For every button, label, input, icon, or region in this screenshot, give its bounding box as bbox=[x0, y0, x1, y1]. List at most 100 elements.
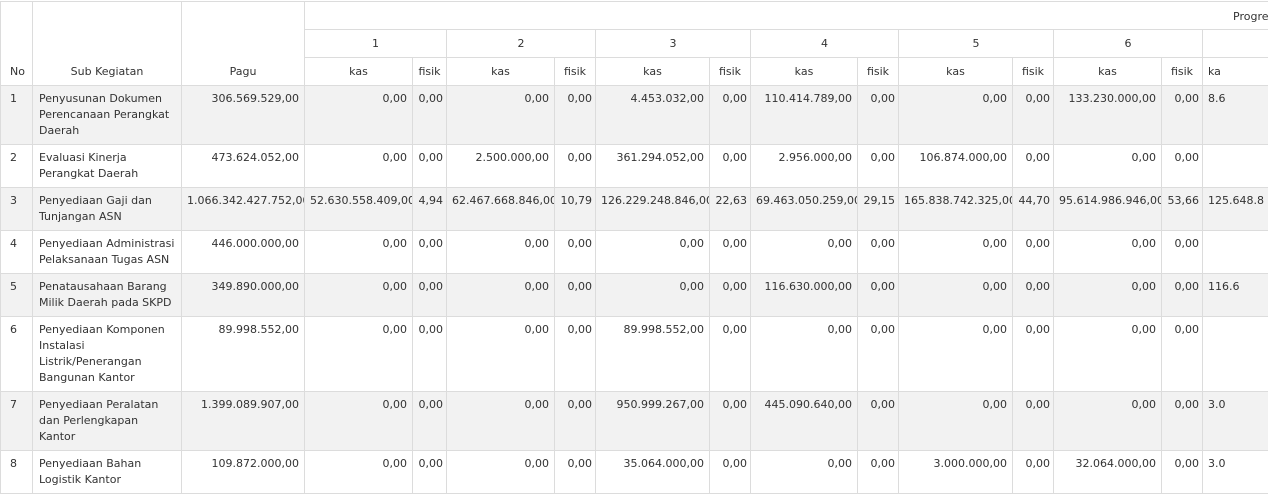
month-header-partial bbox=[1201, 29, 1268, 58]
fisik-cell: 0,00 bbox=[554, 391, 596, 451]
fisik-cell: 22,63 bbox=[709, 187, 751, 231]
fisik-header: fisik bbox=[1161, 57, 1203, 86]
kas-cell: 0,00 bbox=[1053, 391, 1162, 451]
pagu-cell: 89.998.552,00 bbox=[181, 316, 305, 392]
kas-cell: 950.999.267,00 bbox=[595, 391, 710, 451]
fisik-cell: 0,00 bbox=[709, 230, 751, 274]
fisik-cell: 0,00 bbox=[857, 144, 899, 188]
kas-header: kas bbox=[750, 57, 858, 86]
fisik-cell: 0,00 bbox=[1012, 316, 1054, 392]
fisik-cell: 0,00 bbox=[1161, 85, 1203, 145]
kas-cell: 0,00 bbox=[1053, 273, 1162, 317]
kas-cell: 0,00 bbox=[595, 273, 710, 317]
kas-cell: 2.500.000,00 bbox=[446, 144, 555, 188]
sub-kegiatan-cell: Penyediaan Bahan Logistik Kantor bbox=[32, 450, 182, 494]
table-row: 7 Penyediaan Peralatan dan Perlengkapan … bbox=[0, 391, 1268, 451]
kas-header: kas bbox=[446, 57, 555, 86]
pagu-cell: 473.624.052,00 bbox=[181, 144, 305, 188]
kas-cell: 0,00 bbox=[446, 273, 555, 317]
fisik-header: fisik bbox=[554, 57, 596, 86]
month-header: 1 bbox=[304, 29, 447, 58]
kas-cell: 0,00 bbox=[1053, 230, 1162, 274]
table-row: 8 Penyediaan Bahan Logistik Kantor 109.8… bbox=[0, 450, 1268, 494]
row-number: 2 bbox=[0, 144, 33, 188]
kas-header: kas bbox=[595, 57, 710, 86]
fisik-cell: 0,00 bbox=[1161, 273, 1203, 317]
sub-kegiatan-cell: Penyediaan Komponen Instalasi Listrik/Pe… bbox=[32, 316, 182, 392]
kas-cell: 110.414.789,00 bbox=[750, 85, 858, 145]
table-row: 1 Penyusunan Dokumen Perencanaan Perangk… bbox=[0, 85, 1268, 145]
pagu-cell: 349.890.000,00 bbox=[181, 273, 305, 317]
fisik-cell: 0,00 bbox=[554, 273, 596, 317]
kas-cell-partial: 3.0 bbox=[1201, 450, 1268, 494]
kas-cell-partial bbox=[1201, 316, 1268, 392]
kas-cell: 2.956.000,00 bbox=[750, 144, 858, 188]
col-header-sub-kegiatan: Sub Kegiatan bbox=[32, 1, 182, 86]
kas-cell: 0,00 bbox=[898, 316, 1013, 392]
kas-cell: 52.630.558.409,00 bbox=[304, 187, 413, 231]
kas-cell: 0,00 bbox=[304, 144, 413, 188]
pagu-cell: 306.569.529,00 bbox=[181, 85, 305, 145]
fisik-cell: 0,00 bbox=[554, 144, 596, 188]
kas-cell: 3.000.000,00 bbox=[898, 450, 1013, 494]
fisik-cell: 0,00 bbox=[1012, 391, 1054, 451]
kas-cell: 0,00 bbox=[304, 85, 413, 145]
fisik-header: fisik bbox=[857, 57, 899, 86]
kas-cell-partial: 125.648.8 bbox=[1201, 187, 1268, 231]
fisik-header: fisik bbox=[709, 57, 751, 86]
kas-header: kas bbox=[1053, 57, 1162, 86]
kas-cell: 0,00 bbox=[1053, 316, 1162, 392]
kas-cell: 0,00 bbox=[446, 230, 555, 274]
fisik-cell: 0,00 bbox=[709, 144, 751, 188]
kas-cell: 0,00 bbox=[898, 230, 1013, 274]
row-number: 1 bbox=[0, 85, 33, 145]
col-header-no: No bbox=[0, 1, 33, 86]
kas-cell: 0,00 bbox=[304, 273, 413, 317]
table-row: 2 Evaluasi Kinerja Perangkat Daerah 473.… bbox=[0, 144, 1268, 188]
row-number: 3 bbox=[0, 187, 33, 231]
fisik-cell: 0,00 bbox=[1161, 144, 1203, 188]
fisik-cell: 0,00 bbox=[554, 450, 596, 494]
kas-cell: 0,00 bbox=[304, 230, 413, 274]
kas-cell-partial: 3.0 bbox=[1201, 391, 1268, 451]
pagu-cell: 1.066.342.427.752,00 bbox=[181, 187, 305, 231]
fisik-cell: 0,00 bbox=[709, 273, 751, 317]
row-number: 8 bbox=[0, 450, 33, 494]
kas-cell-partial: 116.6 bbox=[1201, 273, 1268, 317]
fisik-header: fisik bbox=[412, 57, 447, 86]
sub-kegiatan-cell: Evaluasi Kinerja Perangkat Daerah bbox=[32, 144, 182, 188]
fisik-cell: 0,00 bbox=[1012, 144, 1054, 188]
kas-cell: 89.998.552,00 bbox=[595, 316, 710, 392]
fisik-cell: 0,00 bbox=[1012, 273, 1054, 317]
header-row-1: No Sub Kegiatan Pagu Progres Bulan bbox=[0, 1, 1268, 86]
kas-cell: 4.453.032,00 bbox=[595, 85, 710, 145]
fisik-cell: 0,00 bbox=[857, 391, 899, 451]
kas-cell: 0,00 bbox=[898, 85, 1013, 145]
table-row: 3 Penyediaan Gaji dan Tunjangan ASN 1.06… bbox=[0, 187, 1268, 231]
fisik-cell: 0,00 bbox=[857, 230, 899, 274]
fisik-cell: 0,00 bbox=[412, 450, 447, 494]
kas-cell: 165.838.742.325,00 bbox=[898, 187, 1013, 231]
kas-cell: 361.294.052,00 bbox=[595, 144, 710, 188]
fisik-cell: 0,00 bbox=[709, 316, 751, 392]
row-number: 4 bbox=[0, 230, 33, 274]
kas-cell: 116.630.000,00 bbox=[750, 273, 858, 317]
fisik-cell: 0,00 bbox=[709, 85, 751, 145]
kas-cell: 0,00 bbox=[446, 391, 555, 451]
fisik-cell: 0,00 bbox=[1012, 450, 1054, 494]
sub-kegiatan-cell: Penyediaan Gaji dan Tunjangan ASN bbox=[32, 187, 182, 231]
pagu-cell: 446.000.000,00 bbox=[181, 230, 305, 274]
kas-cell: 95.614.986.946,00 bbox=[1053, 187, 1162, 231]
kas-header: kas bbox=[304, 57, 413, 86]
row-number: 7 bbox=[0, 391, 33, 451]
kas-cell: 0,00 bbox=[304, 316, 413, 392]
fisik-cell: 0,00 bbox=[1012, 230, 1054, 274]
kas-cell: 0,00 bbox=[304, 391, 413, 451]
fisik-cell: 0,00 bbox=[554, 230, 596, 274]
kas-cell: 69.463.050.259,00 bbox=[750, 187, 858, 231]
fisik-cell: 0,00 bbox=[412, 316, 447, 392]
table-row: 4 Penyediaan Administrasi Pelaksanaan Tu… bbox=[0, 230, 1268, 274]
kas-cell: 106.874.000,00 bbox=[898, 144, 1013, 188]
